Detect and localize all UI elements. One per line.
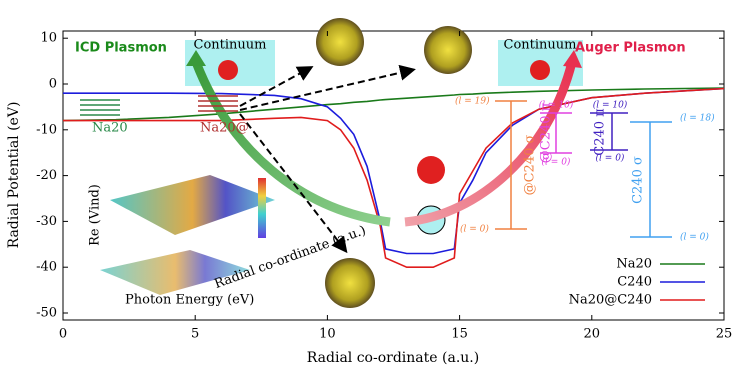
legend-label: Na20 (616, 257, 652, 272)
level-ladder (590, 112, 628, 151)
dashed-arrow (239, 113, 348, 254)
annotation: ICD Plasmon (75, 41, 167, 56)
x-tick-label: 20 (584, 327, 601, 342)
level-ladder (630, 121, 672, 238)
atom-icon (417, 156, 445, 184)
icd-arrow (191, 60, 391, 227)
annotation: Re (Vind) (88, 184, 103, 246)
x-tick-label: 15 (451, 327, 468, 342)
colorbar (258, 178, 266, 238)
y-axis-title: Radial Potential (eV) (6, 102, 22, 249)
y-tick-label: 10 (40, 31, 57, 46)
auger-arrow (404, 60, 577, 227)
molecule (325, 258, 375, 308)
annotation: Photon Energy (eV) (125, 293, 254, 308)
series-line (63, 87, 725, 268)
y-tick-label: -40 (36, 260, 57, 275)
y-tick-label: -20 (36, 168, 57, 183)
annotation: C240 σ (631, 156, 646, 204)
legend-label: C240 (617, 275, 652, 290)
x-tick-label: 25 (716, 327, 733, 342)
annotation: (l = 18) (680, 113, 715, 124)
y-tick-label: 0 (49, 77, 57, 92)
y-tick-label: -50 (36, 306, 57, 321)
x-tick-label: 5 (191, 327, 199, 342)
level-ladder (540, 112, 572, 154)
annotation: (l = 0) (542, 157, 571, 168)
annotation: Continuum (504, 38, 577, 53)
atom-icon (530, 60, 550, 80)
y-tick-label: -30 (36, 214, 57, 229)
arrow-head (186, 50, 206, 66)
annotation: (l = 19) (455, 96, 490, 107)
molecule (424, 26, 472, 74)
inset-surface (110, 175, 275, 235)
x-axis-title: Radial co-ordinate (a.u.) (307, 350, 479, 366)
annotation: Na20@ (200, 121, 249, 136)
annotation: (l = 0) (460, 224, 489, 235)
annotation: @C240 σ (523, 134, 538, 195)
dashed-arrow (239, 64, 416, 111)
annotation: (l = 10) (539, 100, 574, 111)
x-tick-label: 0 (59, 327, 67, 342)
annotation: @C240 π (539, 102, 554, 163)
dashed-arrow (239, 66, 314, 107)
arrow-head (563, 50, 582, 68)
annotation: (l = 10) (593, 100, 628, 111)
level-ladder (495, 100, 527, 230)
atom-icon (218, 60, 238, 80)
molecule (316, 18, 364, 66)
annotation: Na20 (92, 121, 128, 136)
x-tick-label: 10 (319, 327, 336, 342)
annotation: C240 π (593, 108, 608, 156)
y-tick-label: -10 (36, 122, 57, 137)
series-line (63, 87, 725, 255)
annotation: (l = 0) (596, 153, 625, 164)
inset-floor (100, 250, 250, 295)
annotation: Continuum (194, 38, 267, 53)
legend-label: Na20@C240 (569, 293, 652, 308)
annotation: (l = 0) (680, 232, 709, 243)
annotation: Auger Plasmon (575, 41, 686, 56)
series-line (62, 87, 725, 122)
